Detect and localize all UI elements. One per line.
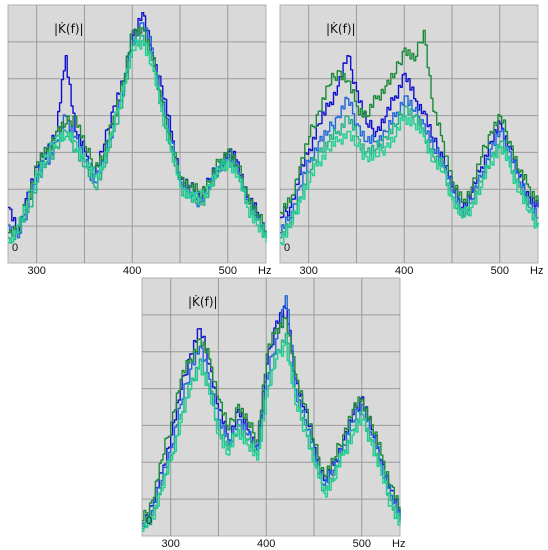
x-unit-label: Hz bbox=[392, 538, 405, 550]
chart-panel-bottom: |K̇(f)| 0 300 400 500 Hz bbox=[136, 273, 412, 550]
x-tick-label: 500 bbox=[491, 265, 509, 277]
series-line bbox=[142, 316, 401, 522]
plot-area bbox=[279, 4, 539, 264]
chart-panel-top-left: |K̇(f)| 0 300 400 500 Hz bbox=[0, 0, 271, 280]
series-line bbox=[280, 95, 539, 234]
y-axis-label: |K̇(f)| bbox=[54, 22, 84, 36]
x-tick-label: 500 bbox=[353, 538, 371, 550]
plot-area bbox=[7, 4, 267, 264]
x-tick-label: 400 bbox=[257, 538, 275, 550]
series-line bbox=[280, 29, 539, 215]
series-line bbox=[8, 39, 267, 244]
y-zero-label: 0 bbox=[146, 515, 152, 527]
chart-svg: |K̇(f)| 0 300 400 500 Hz bbox=[279, 4, 543, 277]
x-tick-label: 500 bbox=[219, 265, 237, 277]
x-tick-label: 400 bbox=[123, 265, 141, 277]
x-tick-label: 400 bbox=[395, 265, 413, 277]
y-axis-label: |K̇(f)| bbox=[188, 295, 218, 309]
series-line bbox=[142, 295, 401, 527]
x-tick-label: 300 bbox=[161, 538, 179, 550]
series-line bbox=[280, 55, 539, 219]
y-axis-label: |K̇(f)| bbox=[326, 22, 356, 36]
series-line bbox=[142, 343, 401, 532]
chart-panel-top-right: |K̇(f)| 0 300 400 500 Hz bbox=[272, 0, 548, 280]
x-tick-label: 300 bbox=[27, 265, 45, 277]
x-tick-label: 300 bbox=[299, 265, 317, 277]
series-line bbox=[280, 115, 539, 246]
chart-svg: |K̇(f)| 0 300 400 500 Hz bbox=[7, 4, 271, 277]
x-unit-label: Hz bbox=[530, 265, 543, 277]
chart-svg: |K̇(f)| 0 300 400 500 Hz bbox=[141, 277, 405, 550]
y-zero-label: 0 bbox=[12, 242, 18, 254]
y-zero-label: 0 bbox=[284, 242, 290, 254]
x-unit-label: Hz bbox=[258, 265, 271, 277]
